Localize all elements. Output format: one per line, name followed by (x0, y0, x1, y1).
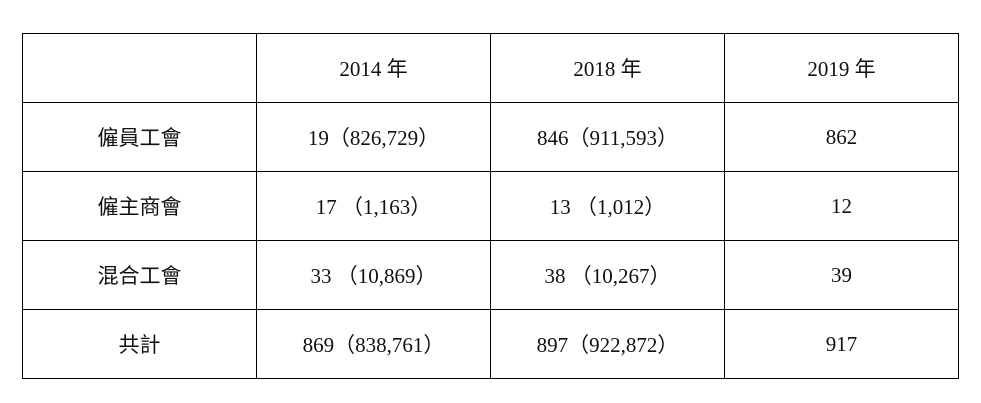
table-cell: 13 （1,012） (490, 171, 725, 241)
table-cell: 869（838,761） (256, 309, 491, 379)
table-cell: 39 (724, 240, 959, 310)
table-cell: 846（911,593） (490, 102, 725, 172)
table-cell: 17 （1,163） (256, 171, 491, 241)
table-cell: 33 （10,869） (256, 240, 491, 310)
table-cell: 12 (724, 171, 959, 241)
row-label: 僱員工會 (22, 102, 257, 172)
table-row: 混合工會 33 （10,869） 38 （10,267） 39 (22, 240, 959, 310)
header-row: 2014 年 2018 年 2019 年 (22, 33, 959, 103)
table-row: 共計 869（838,761） 897（922,872） 917 (22, 309, 959, 379)
row-label: 共計 (22, 309, 257, 379)
header-cell: 2014 年 (256, 33, 491, 103)
data-table: 2014 年 2018 年 2019 年僱員工會 19（826,729） 846（911… (22, 33, 959, 379)
table-cell: 862 (724, 102, 959, 172)
corner-cell (22, 33, 257, 103)
table-cell: 38 （10,267） (490, 240, 725, 310)
header-cell: 2019 年 (724, 33, 959, 103)
table-body: 2014 年 2018 年 2019 年僱員工會 19（826,729） 846（911… (22, 33, 959, 379)
table-cell: 917 (724, 309, 959, 379)
table-row: 僱主商會 17 （1,163） 13 （1,012） 12 (22, 171, 959, 241)
row-label: 混合工會 (22, 240, 257, 310)
table-cell: 19（826,729） (256, 102, 491, 172)
table-row: 僱員工會 19（826,729） 846（911,593） 862 (22, 102, 959, 172)
header-cell: 2018 年 (490, 33, 725, 103)
table-cell: 897（922,872） (490, 309, 725, 379)
row-label: 僱主商會 (22, 171, 257, 241)
